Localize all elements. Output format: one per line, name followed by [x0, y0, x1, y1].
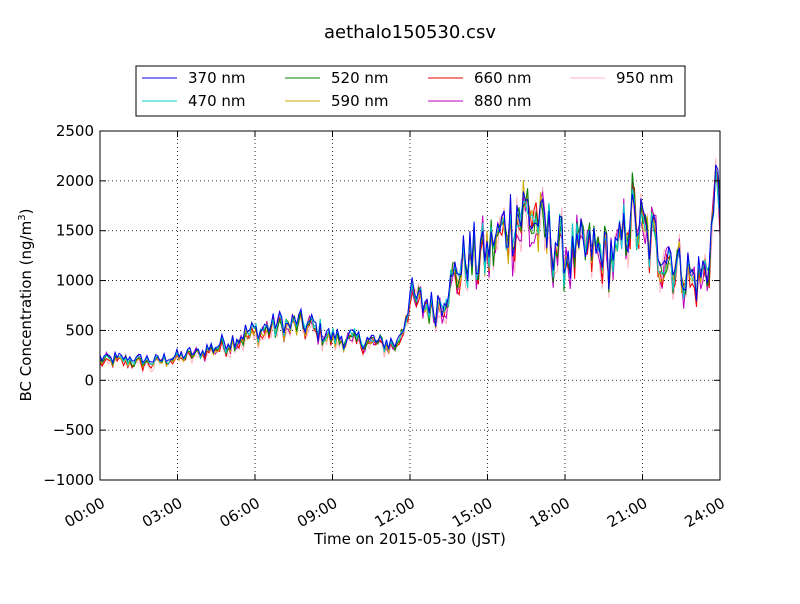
x-tick-label: 24:00: [682, 494, 728, 531]
x-tick-label: 03:00: [139, 494, 185, 531]
x-tick-label: 12:00: [372, 494, 418, 531]
legend-label: 520 nm: [331, 69, 389, 87]
x-tick-label: 00:00: [62, 494, 108, 531]
y-tick-label: −500: [53, 421, 94, 439]
legend-box: [135, 65, 686, 117]
series-layer: [99, 157, 721, 374]
x-tick-label: 18:00: [527, 494, 573, 531]
x-tick-label: 15:00: [449, 494, 495, 531]
x-axis-label: Time on 2015-05-30 (JST): [313, 530, 506, 548]
series-line: [99, 171, 721, 367]
y-tick-label: −1000: [43, 471, 94, 489]
legend: 370 nm 470 nm 520 nm 590 nm 660 nm 880 nm 950 …: [135, 65, 686, 117]
y-axis-label-close: ): [17, 209, 35, 215]
x-tick-label: 21:00: [604, 494, 650, 531]
y-tick-label: 2000: [56, 172, 94, 190]
series-line: [99, 167, 721, 366]
legend-label: 950 nm: [616, 69, 674, 87]
y-tick-label: 2500: [56, 122, 94, 140]
y-tick-label: 1000: [56, 272, 94, 290]
y-tick-label: 500: [65, 321, 94, 339]
legend-label: 370 nm: [188, 69, 246, 87]
y-tick-label: 0: [84, 371, 94, 389]
series-line: [99, 164, 721, 365]
y-axis-label-main: BC Concentration (ng/m: [17, 221, 35, 402]
legend-label: 590 nm: [331, 92, 389, 110]
x-tick-label: 09:00: [294, 494, 340, 531]
x-tick-label: 06:00: [217, 494, 263, 531]
grid: [100, 131, 720, 480]
legend-label: 470 nm: [188, 92, 246, 110]
chart-title: aethalo150530.csv: [324, 22, 496, 43]
legend-label: 660 nm: [474, 69, 532, 87]
y-tick-label: 1500: [56, 222, 94, 240]
legend-label: 880 nm: [474, 92, 532, 110]
y-axis-label: BC Concentration (ng/m3): [17, 209, 35, 402]
axis-ticks: −1000 −500 0 500 1000 1500 2000 2500 00:00 03:00 0…: [43, 122, 728, 531]
y-axis-label-superscript: 3: [17, 214, 28, 220]
